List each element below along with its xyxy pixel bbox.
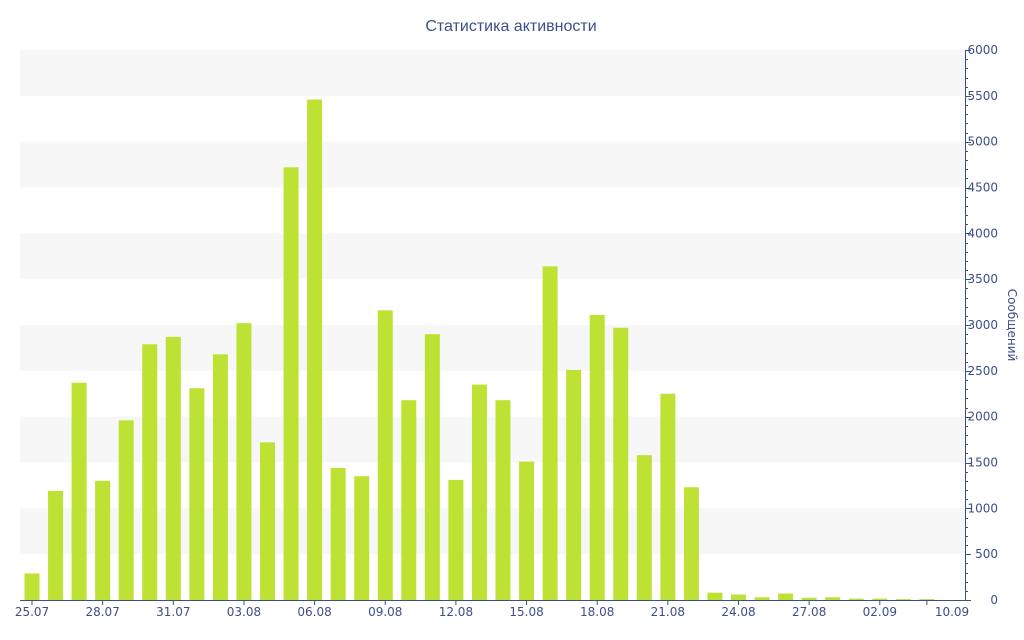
grid-band [20,416,965,463]
bar-28.08[interactable] [825,597,841,600]
grid-band [20,233,965,280]
bar-31.07[interactable] [165,336,181,600]
y-tick-label: 2500 [967,364,998,378]
bar-09.08[interactable] [377,310,393,600]
grid-band [20,325,965,371]
x-tick-label: 15.08 [509,605,543,619]
y-tick-label: 4000 [967,226,998,240]
y-tick-label: 1000 [967,501,998,515]
x-tick-label: 03.08 [227,605,261,619]
y-tick-label: 3500 [967,272,998,286]
bar-28.07[interactable] [95,480,111,600]
bar-08.08[interactable] [354,476,370,600]
bar-07.08[interactable] [330,468,346,600]
bar-12.08[interactable] [448,479,464,600]
bar-29.08[interactable] [848,598,864,601]
x-tick-label: 27.08 [792,605,826,619]
x-tick-label: 09.08 [368,605,402,619]
x-tick-label: 24.08 [721,605,755,619]
bar-15.08[interactable] [519,461,535,600]
y-tick-label: 0 [990,593,998,607]
plot-background-bands [20,50,965,555]
x-tick-label: 12.08 [439,605,473,619]
x-tick-label: 02.09 [863,605,897,619]
bar-24.08[interactable] [731,594,746,601]
bar-17.08[interactable] [566,369,582,600]
y-tick-label: 3000 [967,318,998,332]
bar-series [24,99,935,601]
bar-04.08[interactable] [260,442,275,600]
bar-22.08[interactable] [683,487,699,600]
y-tick-label: 5500 [967,89,998,103]
y-tick-label: 1500 [967,456,998,470]
bar-18.08[interactable] [589,314,605,600]
bar-03.08[interactable] [236,323,252,600]
bar-02.08[interactable] [212,354,228,600]
bar-13.08[interactable] [471,384,487,600]
x-tick-label: 28.07 [85,605,119,619]
y-tick-label: 5000 [967,135,998,149]
bar-30.07[interactable] [142,344,158,600]
bar-10.08[interactable] [401,400,417,600]
axes: 0 500 1000 1500 2000 2500 3000 3500 4000 4500 5000… [15,43,998,619]
bar-26.08[interactable] [778,593,794,600]
bar-23.08[interactable] [707,592,723,600]
bar-19.08[interactable] [613,327,629,600]
bar-21.08[interactable] [660,393,676,600]
bar-27.08[interactable] [801,597,817,600]
x-tick-label: 18.08 [580,605,614,619]
bar-06.08[interactable] [307,99,323,601]
grid-band [20,141,965,188]
x-tick-label: 21.08 [651,605,685,619]
bar-05.09[interactable] [895,599,911,600]
bar-14.08[interactable] [495,400,511,600]
y-tick-label: 500 [975,547,998,561]
bar-29.07[interactable] [118,420,134,600]
x-tick-label: 31.07 [156,605,190,619]
grid-band [20,508,965,555]
y-tick-label: 6000 [967,43,998,57]
x-tick-label: 10.09 [935,605,969,619]
y-tick-label: 2000 [967,410,998,424]
x-tick-label: 25.07 [15,605,49,619]
chart-title: Статистика активности [425,18,596,35]
y-tick-label: 4500 [967,181,998,195]
bar-20.08[interactable] [636,455,652,600]
bar-05.08[interactable] [283,167,299,600]
bar-16.08[interactable] [542,266,558,600]
bar-27.07[interactable] [71,382,87,600]
y-axis-label: Сообщений [1005,289,1019,362]
bar-01.08[interactable] [189,388,205,600]
bar-25.08[interactable] [754,597,770,600]
grid-band [20,50,965,96]
x-tick-label: 06.08 [297,605,331,619]
bar-02.09[interactable] [872,598,888,601]
bar-26.07[interactable] [48,490,64,600]
bar-11.08[interactable] [424,334,440,600]
bar-10.09[interactable] [919,599,935,600]
bar-25.07[interactable] [24,573,40,600]
